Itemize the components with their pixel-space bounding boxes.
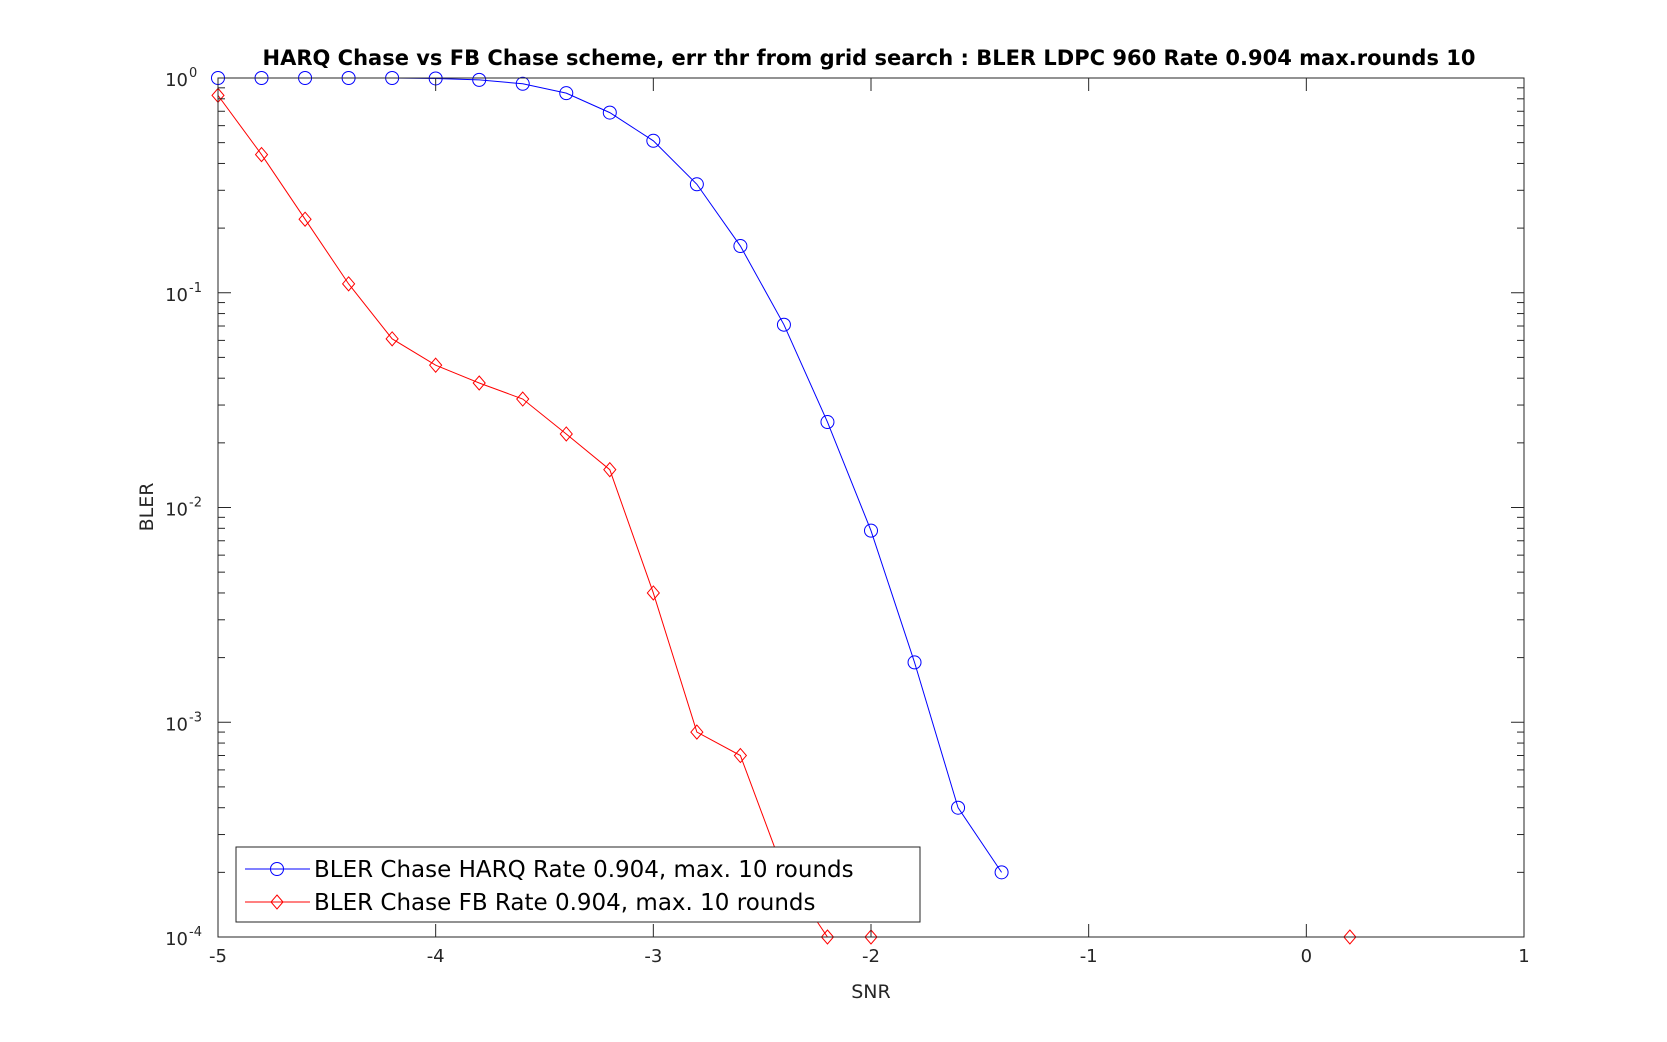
legend-marker-fb: [270, 894, 284, 910]
data-point: [646, 133, 661, 148]
y-axis-label: BLER: [136, 483, 158, 532]
legend-label-fb: BLER Chase FB Rate 0.904, max. 10 rounds: [314, 890, 816, 916]
x-tick-label: 0: [1301, 946, 1312, 967]
x-tick-label: -5: [209, 946, 227, 967]
data-point: [472, 72, 487, 87]
data-point: [472, 375, 486, 391]
x-tick-label: 1: [1518, 946, 1529, 967]
chart-title: HARQ Chase vs FB Chase scheme, err thr f…: [263, 46, 1476, 70]
data-point: [733, 239, 748, 254]
data-point: [776, 317, 791, 332]
data-point: [907, 655, 922, 670]
data-point: [646, 585, 660, 601]
data-point: [1343, 929, 1357, 945]
data-point: [689, 177, 704, 192]
y-tick-exponent: -3: [189, 710, 202, 725]
y-tick-label: 10: [165, 714, 188, 735]
data-point: [820, 415, 835, 430]
legend-box: [235, 846, 921, 923]
legend-label-harq: BLER Chase HARQ Rate 0.904, max. 10 roun…: [314, 857, 854, 883]
y-tick-label: 10: [165, 500, 188, 521]
y-tick-label: 10: [165, 285, 188, 306]
y-tick-exponent: -2: [189, 496, 202, 511]
data-point: [820, 929, 835, 945]
data-point: [690, 724, 704, 740]
x-tick-labels: -5 -4 -3 -2 -1 0 1: [209, 946, 1530, 967]
legend-marker-harq: [270, 862, 284, 876]
data-point: [864, 929, 878, 945]
data-point: [298, 211, 312, 227]
y-tick-exponent: 0: [189, 66, 197, 81]
y-tick-exponent: -4: [189, 925, 202, 940]
x-tick-label: -1: [1080, 946, 1098, 967]
data-point: [864, 523, 878, 538]
data-point: [429, 357, 443, 373]
data-point: [516, 391, 530, 407]
x-tick-label: -4: [427, 946, 445, 967]
x-tick-label: -2: [862, 946, 880, 967]
data-point: [951, 800, 966, 815]
data-point: [341, 276, 356, 292]
data-point: [559, 426, 573, 442]
data-point: [559, 86, 574, 101]
data-point: [515, 76, 530, 91]
legend: BLER Chase HARQ Rate 0.904, max. 10 roun…: [235, 846, 921, 923]
series-1: [211, 87, 1357, 945]
data-point: [603, 461, 617, 478]
y-tick-label: 10: [165, 70, 188, 91]
x-axis-label: SNR: [851, 981, 890, 1003]
x-tick-label: -3: [644, 946, 662, 967]
data-point: [254, 146, 269, 163]
data-point: [385, 331, 399, 347]
data-point: [733, 747, 748, 764]
data-point: [994, 865, 1009, 880]
y-tick-exponent: -1: [189, 281, 202, 296]
axis-ticks: [217, 77, 1525, 938]
data-point: [602, 105, 617, 120]
y-tick-label: 10: [165, 929, 188, 950]
